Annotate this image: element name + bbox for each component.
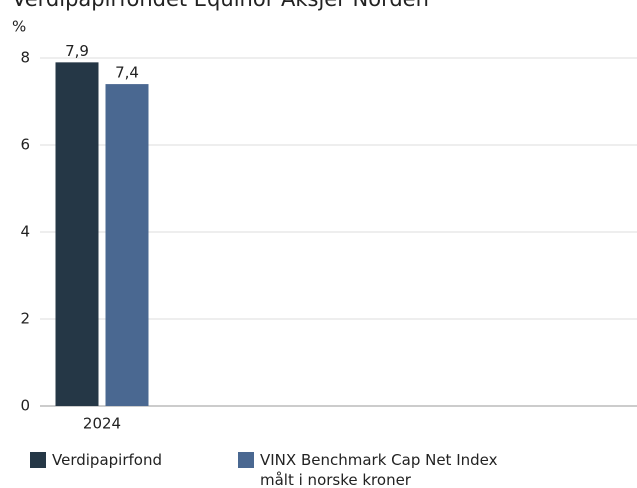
y-unit-label: % bbox=[12, 18, 26, 36]
value-label: 7,9 bbox=[65, 42, 89, 60]
legend-label: VINX Benchmark Cap Net Index målt i nors… bbox=[260, 451, 498, 488]
y-tick-label: 2 bbox=[20, 310, 30, 328]
y-tick-label: 4 bbox=[20, 223, 30, 241]
legend-swatch bbox=[238, 452, 254, 468]
legend-label: Verdipapirfond bbox=[52, 451, 162, 469]
y-tick-label: 0 bbox=[20, 397, 30, 415]
y-tick-label: 6 bbox=[20, 136, 30, 154]
bar bbox=[105, 84, 149, 406]
x-tick-label: 2024 bbox=[83, 415, 121, 433]
legend-swatch bbox=[30, 452, 46, 468]
y-tick-label: 8 bbox=[20, 49, 30, 67]
chart-title: Verdipapirfondet Equinor Aksjer Norden bbox=[12, 0, 429, 11]
bar bbox=[55, 62, 99, 406]
value-label: 7,4 bbox=[115, 64, 139, 82]
